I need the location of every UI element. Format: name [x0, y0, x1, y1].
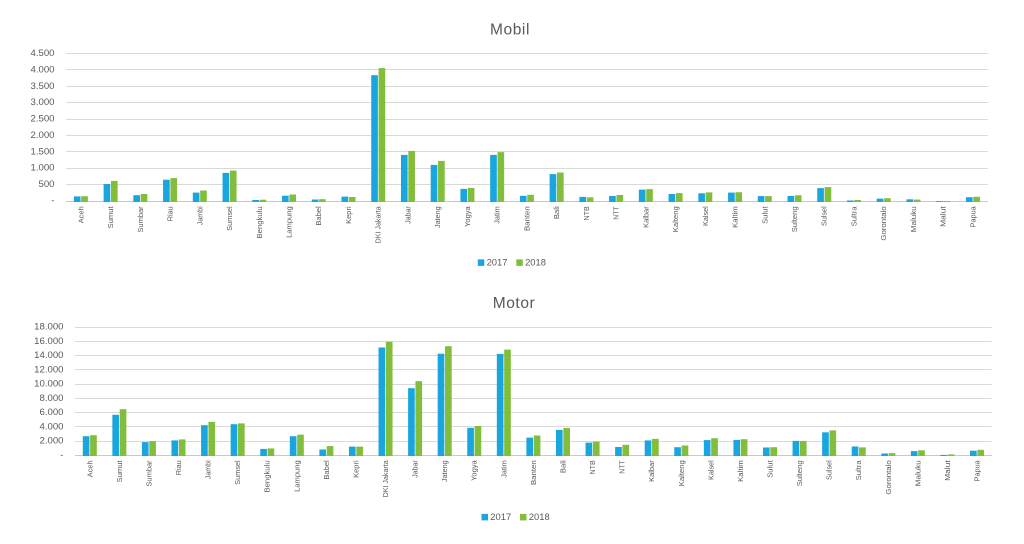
svg-text:Bali: Bali: [558, 460, 567, 473]
svg-text:3.500: 3.500: [30, 81, 54, 92]
svg-text:Bengkulu: Bengkulu: [255, 206, 264, 238]
svg-text:Sulteng: Sulteng: [790, 206, 799, 232]
svg-text:10.000: 10.000: [34, 379, 63, 390]
svg-text:Kalteng: Kalteng: [677, 460, 686, 486]
svg-text:DKI Jakarta: DKI Jakarta: [381, 460, 390, 498]
svg-text:Papua: Papua: [968, 205, 977, 227]
svg-text:DKI Jakarta: DKI Jakarta: [374, 206, 383, 244]
svg-text:Aceh: Aceh: [85, 460, 94, 477]
svg-text:Maluku: Maluku: [909, 206, 918, 232]
svg-text:Babel: Babel: [314, 206, 323, 226]
svg-text:NTT: NTT: [618, 460, 627, 474]
svg-text:Riau: Riau: [166, 206, 175, 221]
svg-text:4.500: 4.500: [30, 48, 54, 59]
svg-text:Malut: Malut: [943, 459, 952, 481]
svg-text:Kepri: Kepri: [351, 460, 360, 478]
svg-text:-: -: [51, 196, 54, 207]
svg-text:Jateng: Jateng: [433, 206, 442, 228]
svg-text:Kalbar: Kalbar: [641, 206, 650, 228]
svg-text:Kalsel: Kalsel: [706, 460, 715, 480]
svg-text:Mobil: Mobil: [490, 22, 530, 39]
svg-text:Jabar: Jabar: [403, 206, 412, 224]
svg-text:Sulut: Sulut: [760, 205, 769, 223]
svg-text:Sumut: Sumut: [106, 205, 115, 228]
svg-text:NTT: NTT: [612, 206, 621, 220]
svg-text:1.000: 1.000: [30, 163, 54, 174]
svg-text:Sumbar: Sumbar: [136, 206, 145, 233]
svg-text:Kepri: Kepri: [344, 206, 353, 224]
svg-text:Banten: Banten: [529, 460, 538, 485]
svg-text:Bali: Bali: [552, 206, 561, 219]
svg-text:Kalsel: Kalsel: [701, 206, 710, 226]
svg-text:Riau: Riau: [174, 460, 183, 475]
svg-text:Jatim: Jatim: [493, 206, 502, 223]
svg-text:Kaltim: Kaltim: [736, 460, 745, 482]
svg-text:Sultra: Sultra: [849, 205, 858, 226]
svg-text:16.000: 16.000: [34, 336, 63, 347]
svg-text:4.000: 4.000: [30, 64, 54, 75]
svg-text:6.000: 6.000: [39, 407, 63, 418]
svg-text:2.000: 2.000: [30, 130, 54, 141]
svg-text:Malut: Malut: [939, 205, 948, 227]
svg-text:Sultra: Sultra: [854, 459, 863, 480]
svg-text:4.000: 4.000: [39, 421, 63, 432]
svg-text:Aceh: Aceh: [76, 206, 85, 223]
svg-text:12.000: 12.000: [34, 364, 63, 375]
svg-text:14.000: 14.000: [34, 350, 63, 361]
svg-text:8.000: 8.000: [39, 393, 63, 404]
svg-text:Jateng: Jateng: [440, 460, 449, 482]
svg-text:NTB: NTB: [582, 206, 591, 220]
svg-text:Jambi: Jambi: [195, 206, 204, 225]
svg-text:2018: 2018: [529, 511, 550, 522]
svg-text:Yogya: Yogya: [470, 459, 479, 480]
svg-text:2017: 2017: [490, 511, 511, 522]
svg-text:Kaltim: Kaltim: [731, 206, 740, 228]
svg-text:Sumut: Sumut: [115, 459, 124, 482]
svg-text:2.000: 2.000: [39, 436, 63, 447]
svg-text:Sumsel: Sumsel: [225, 206, 234, 231]
svg-text:3.000: 3.000: [30, 97, 54, 108]
svg-text:2.500: 2.500: [30, 114, 54, 125]
svg-text:Jabar: Jabar: [411, 460, 420, 478]
svg-text:Kalteng: Kalteng: [671, 206, 680, 232]
svg-text:NTB: NTB: [588, 460, 597, 474]
svg-text:Gorontalo: Gorontalo: [884, 460, 893, 494]
svg-text:2017: 2017: [487, 257, 508, 268]
svg-text:Jatim: Jatim: [499, 460, 508, 477]
svg-text:Lampung: Lampung: [285, 206, 294, 238]
svg-text:Bengkulu: Bengkulu: [263, 460, 272, 492]
svg-text:Sumbar: Sumbar: [144, 460, 153, 487]
svg-text:-: -: [60, 450, 63, 461]
svg-text:Jambi: Jambi: [204, 460, 213, 479]
svg-text:Babel: Babel: [322, 460, 331, 480]
svg-text:1.500: 1.500: [30, 146, 54, 157]
svg-text:18.000: 18.000: [34, 322, 63, 333]
svg-text:Yogya: Yogya: [463, 205, 472, 226]
svg-text:Banten: Banten: [522, 206, 531, 231]
svg-text:Sulteng: Sulteng: [795, 460, 804, 486]
svg-text:Kalbar: Kalbar: [647, 460, 656, 482]
svg-text:500: 500: [38, 179, 54, 190]
svg-text:Lampung: Lampung: [292, 460, 301, 492]
svg-text:Sulut: Sulut: [765, 459, 774, 477]
svg-text:Gorontalo: Gorontalo: [879, 206, 888, 240]
svg-text:Motor: Motor: [493, 295, 536, 312]
svg-text:Papua: Papua: [973, 459, 982, 481]
svg-text:Maluku: Maluku: [913, 460, 922, 486]
svg-text:2018: 2018: [525, 257, 546, 268]
svg-text:Sulsel: Sulsel: [820, 206, 829, 226]
svg-text:Sumsel: Sumsel: [233, 460, 242, 485]
svg-text:Sulsel: Sulsel: [825, 460, 834, 480]
